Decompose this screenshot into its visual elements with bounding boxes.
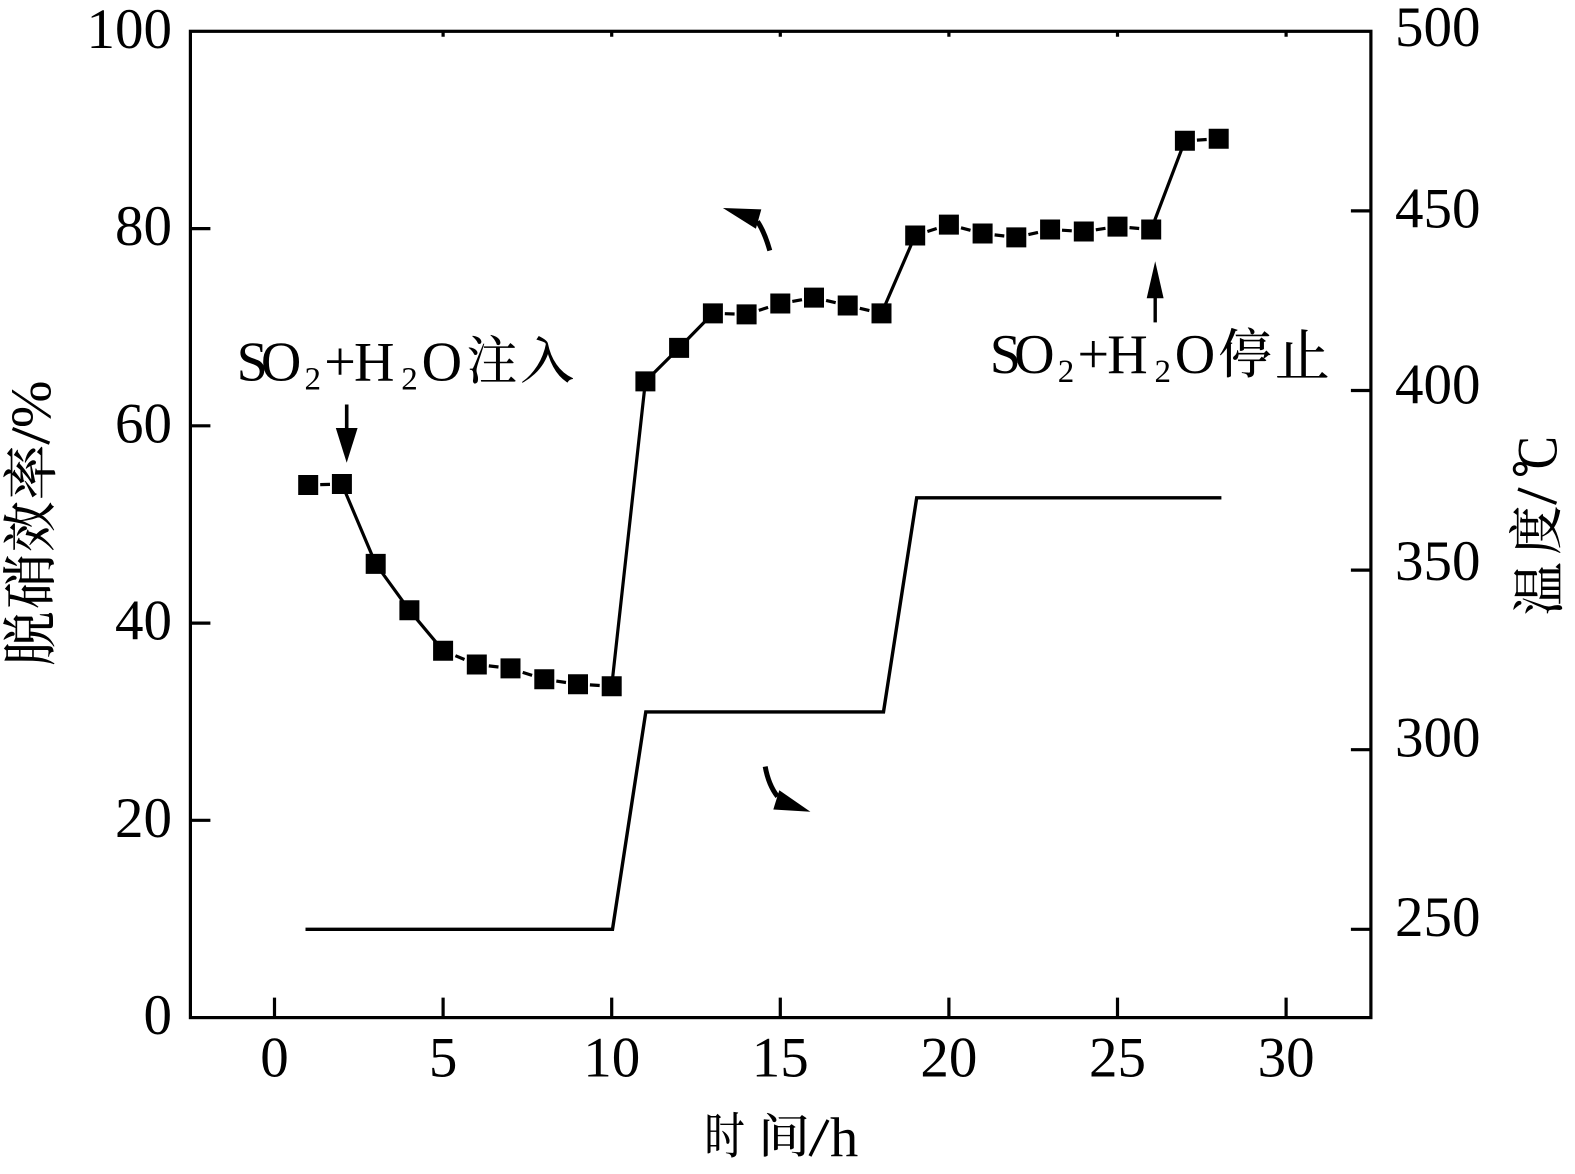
svg-text:C: C: [1505, 436, 1569, 469]
svg-text:350: 350: [1395, 530, 1481, 593]
svg-text:SO2+H2O: SO2+H 2O: [990, 324, 1215, 390]
svg-text:40: 40: [115, 590, 172, 653]
svg-text:SO2+H2O: SO2+H 2O: [237, 331, 462, 397]
svg-text:500: 500: [1395, 0, 1481, 59]
svg-text:5: 5: [429, 1027, 458, 1090]
svg-text:300: 300: [1395, 706, 1481, 769]
svg-text:30: 30: [1258, 1027, 1315, 1090]
svg-text:15: 15: [752, 1027, 809, 1090]
svg-text:25: 25: [1089, 1027, 1146, 1090]
svg-text:20: 20: [115, 787, 172, 850]
svg-text:20: 20: [920, 1027, 977, 1090]
svg-text:h: h: [830, 1108, 858, 1170]
svg-text:400: 400: [1395, 354, 1481, 417]
svg-text:%: %: [0, 381, 63, 428]
svg-text:250: 250: [1395, 886, 1481, 949]
svg-text:80: 80: [115, 195, 172, 258]
svg-text:10: 10: [583, 1027, 640, 1090]
svg-text:0: 0: [144, 984, 173, 1047]
svg-text:450: 450: [1395, 177, 1481, 240]
svg-text:100: 100: [87, 0, 173, 61]
svg-text:0: 0: [260, 1027, 289, 1090]
svg-text:60: 60: [115, 392, 172, 455]
